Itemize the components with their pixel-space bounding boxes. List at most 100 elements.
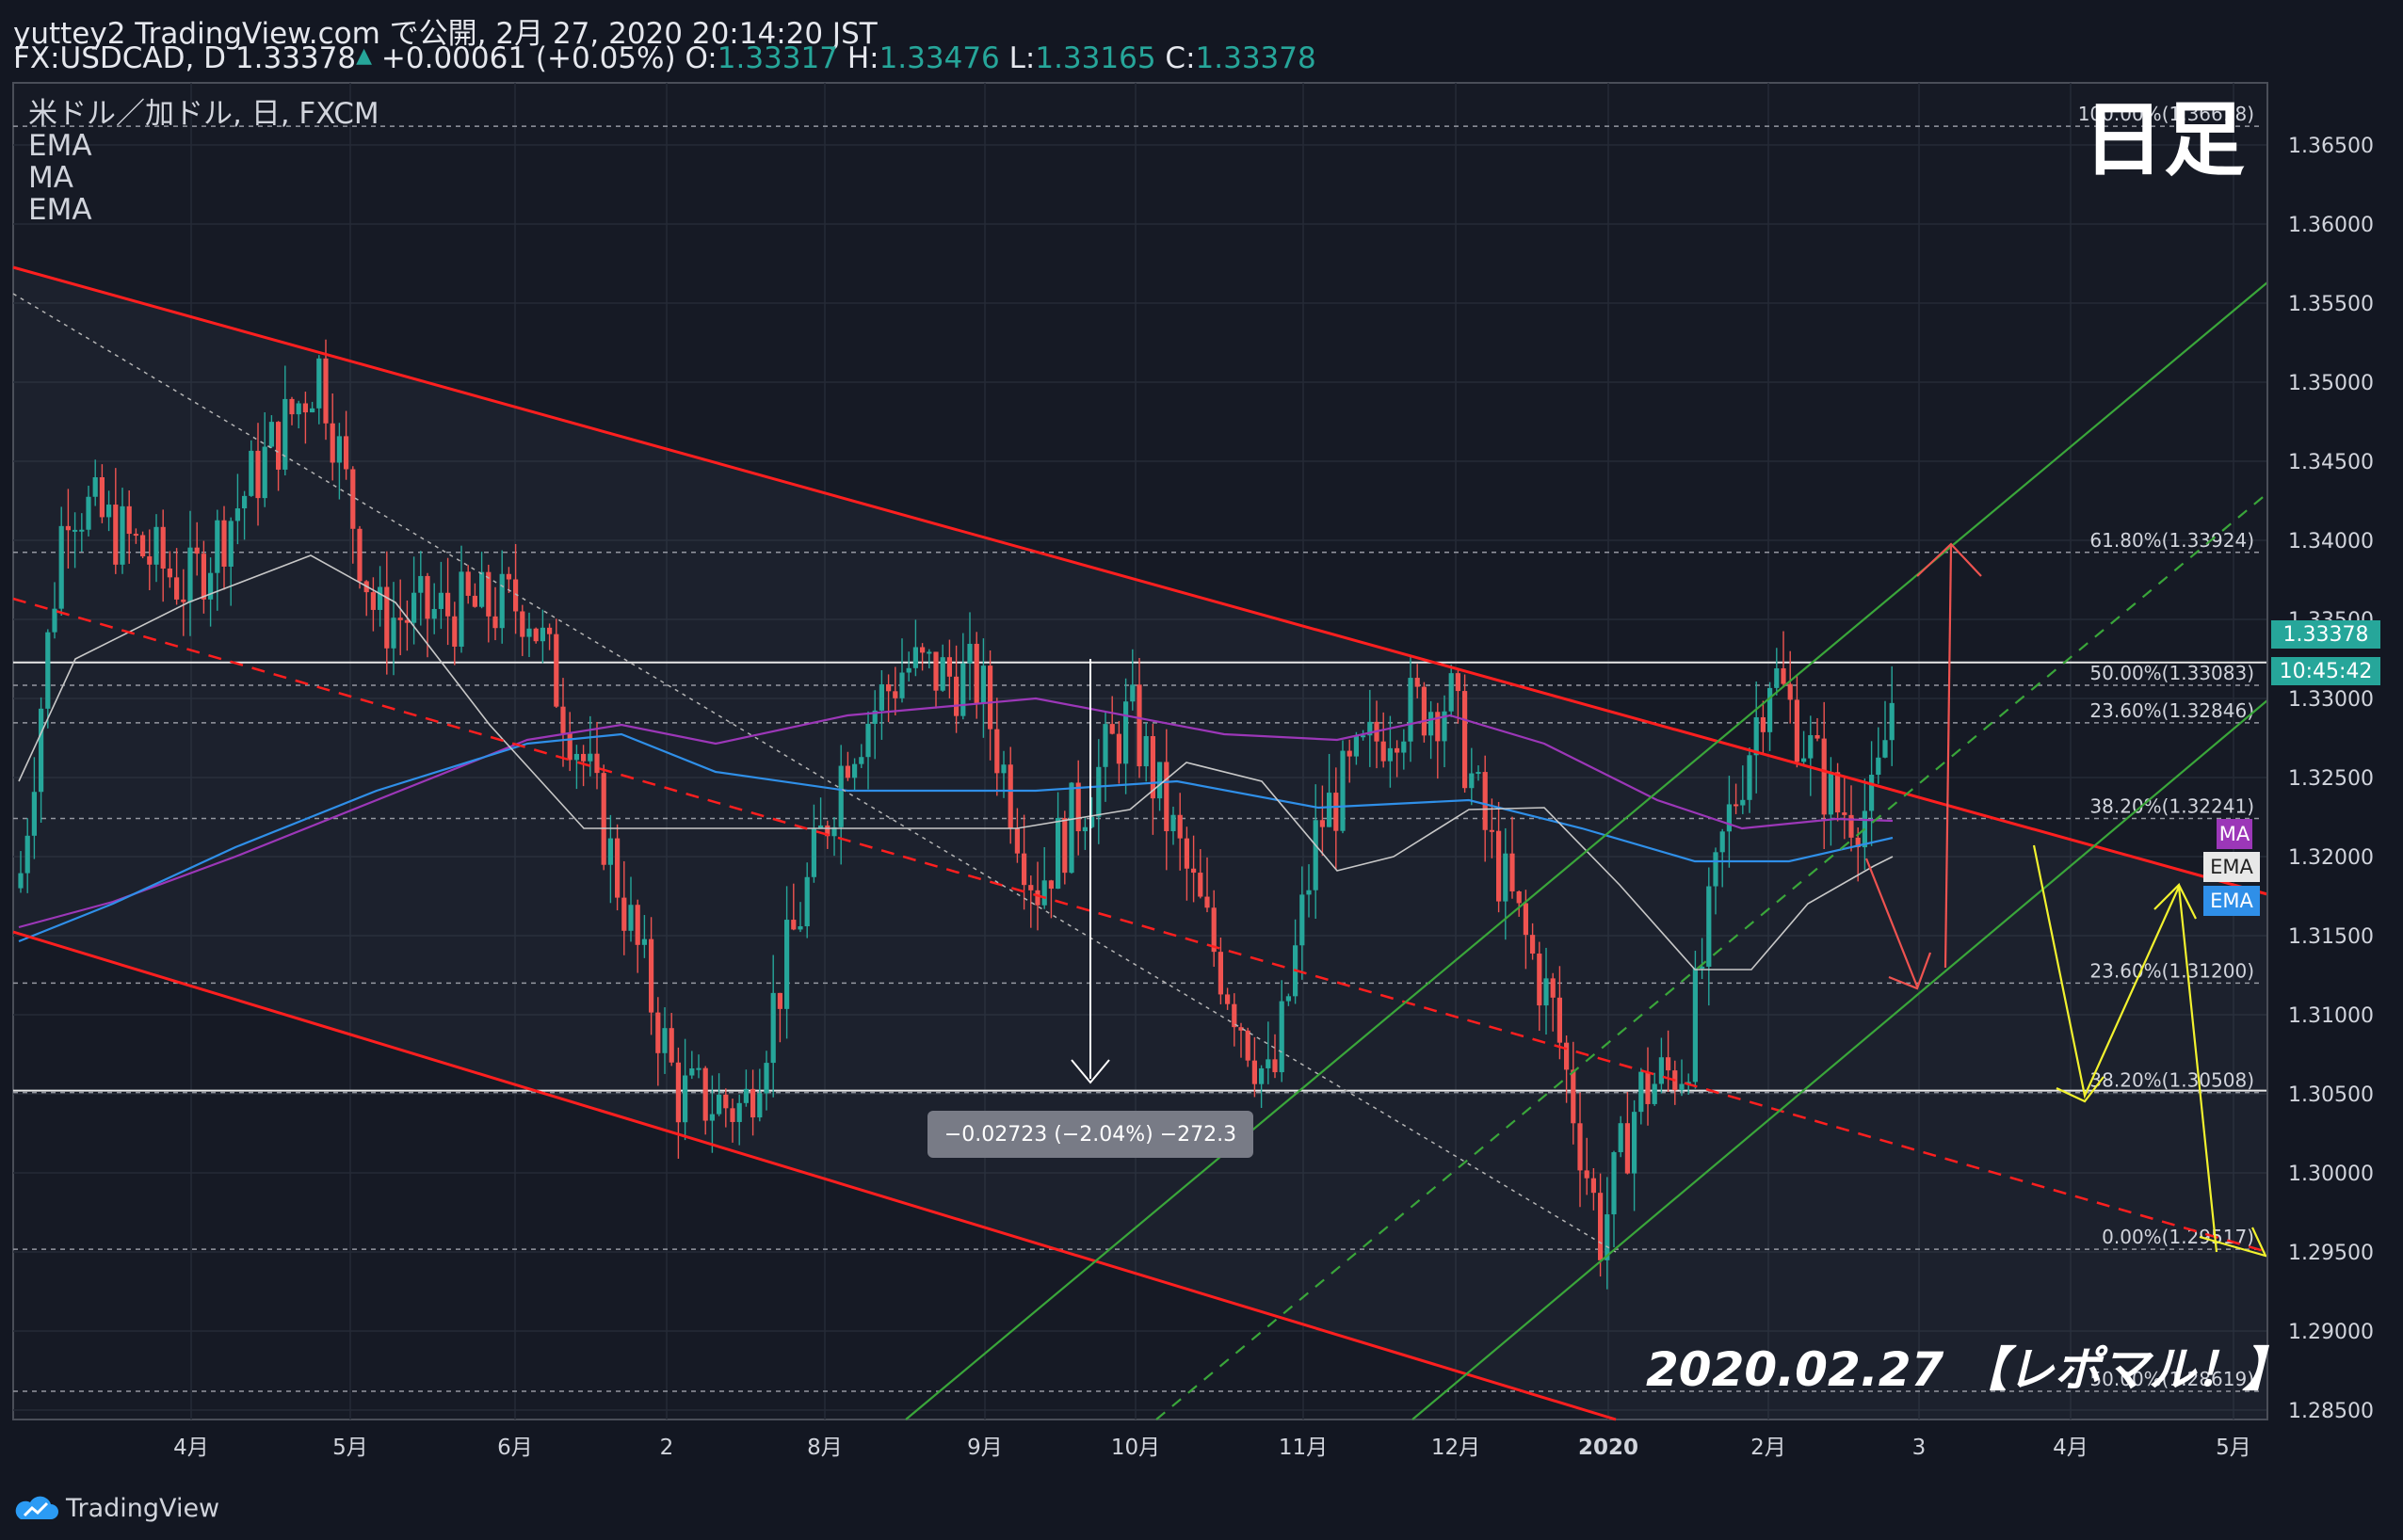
candle-body [994, 729, 1000, 774]
candle-body [1645, 1071, 1651, 1104]
candle-body [1075, 782, 1081, 832]
candle-body [1048, 880, 1054, 890]
fib-level-label: 100.00%(1.36618) [2078, 103, 2254, 125]
time-tick-label: 8月 [807, 1436, 843, 1460]
candle-body [906, 667, 911, 673]
ma-price-tag: MA [2217, 819, 2252, 849]
candle-body [717, 1094, 722, 1115]
candle-body [221, 520, 227, 567]
candle-body [438, 592, 444, 609]
candle-body [79, 529, 85, 532]
legend-ema-slow[interactable]: EMA [28, 193, 92, 227]
candle-body [1726, 804, 1732, 832]
candle-body [344, 436, 349, 470]
candle-body [1191, 868, 1197, 874]
candle-body [831, 826, 837, 837]
legend-ma[interactable]: MA [28, 161, 73, 195]
candle-body [526, 628, 532, 637]
candle-body [1543, 978, 1549, 1006]
candle-body [1760, 716, 1766, 732]
candle-body [1821, 738, 1827, 815]
candle-body [621, 897, 627, 931]
candle-body [1259, 1067, 1265, 1084]
candle-body [1395, 747, 1400, 753]
candle-body [927, 651, 932, 654]
candle-body [1611, 1152, 1617, 1215]
candle-body [506, 573, 511, 580]
time-tick-label: 6月 [497, 1436, 533, 1460]
candle-body [99, 477, 105, 518]
candle-body [798, 926, 803, 930]
candle-body [520, 611, 525, 637]
candle-body [1035, 890, 1040, 906]
candle-body [1143, 736, 1149, 767]
price-tick-label: 1.36000 [2288, 214, 2374, 237]
candle-body [1218, 952, 1223, 995]
candle-body [1306, 890, 1312, 895]
candle-body [1022, 853, 1027, 886]
candle-body [573, 753, 579, 761]
candle-body [1734, 804, 1739, 807]
candle-body [1509, 853, 1515, 891]
candle-body [92, 477, 98, 497]
ema-fast-line [18, 554, 1894, 971]
candle-body [588, 753, 593, 762]
candle-body [1692, 968, 1698, 1083]
candle-body [1808, 734, 1814, 759]
candle-body [1685, 1082, 1691, 1084]
fib-level-label: 23.60%(1.31200) [2089, 959, 2254, 982]
forecast-red-up [1943, 545, 1953, 969]
candle-body [607, 838, 613, 865]
candle-body [1556, 997, 1562, 1043]
candle-body [560, 706, 566, 733]
fib-level-label: 38.20%(1.30508) [2089, 1069, 2254, 1092]
candle-body [723, 1094, 729, 1109]
candle-body [181, 599, 186, 602]
open-value: 1.33317 [717, 41, 838, 75]
candle-body [1489, 829, 1494, 832]
legend-ema-fast[interactable]: EMA [28, 129, 92, 163]
candle-body [215, 520, 220, 573]
candle-body [289, 398, 295, 415]
candle-body [655, 1012, 661, 1053]
candle-body [1056, 818, 1061, 890]
candle-body [1164, 762, 1169, 832]
candle-body [1184, 838, 1189, 869]
candle-body [581, 753, 587, 762]
candle-body [302, 403, 308, 413]
candle-body [1272, 1059, 1278, 1073]
fib-level-label: 61.80%(1.33924) [2089, 529, 2254, 552]
series-title[interactable]: 米ドル／加ドル, 日, FXCM [28, 97, 379, 131]
price-axis[interactable]: 1.36500 1.36000 1.35500 1.35000 1.34500 1.340… [2266, 83, 2374, 1423]
candle-body [86, 496, 91, 530]
candle-body [1666, 1057, 1671, 1071]
candle-body [1028, 885, 1034, 890]
candle-body [1706, 886, 1712, 967]
minor-trend-line [12, 293, 1617, 1253]
candle-body [1198, 873, 1203, 897]
candle-body [1082, 826, 1088, 832]
candle-body [1333, 793, 1339, 831]
candle-body [702, 1067, 708, 1121]
price-tick-label: 1.31500 [2288, 925, 2374, 949]
candle-body [1014, 828, 1020, 854]
tradingview-brand[interactable]: TradingView [13, 1489, 219, 1527]
candle-body [513, 579, 519, 612]
candle-body [336, 436, 342, 463]
candle-body [940, 657, 945, 691]
time-tick-label: 4月 [173, 1436, 209, 1460]
candle-body [988, 666, 993, 730]
candle-body [893, 691, 898, 698]
forecast-red-up-head [1916, 542, 1982, 577]
candle-body [479, 571, 485, 607]
candle-body [804, 876, 810, 927]
candle-body [825, 825, 831, 837]
grid [13, 83, 2267, 1420]
time-axis[interactable]: 4月 5月 6月 2 8月 9月 10月 11月 12月 2020 2月 3 4月 5月 [173, 1436, 2251, 1460]
indicator-legend[interactable]: 米ドル／加ドル, 日, FXCM EMA MA EMA [28, 98, 379, 226]
candle-body [920, 647, 926, 653]
candlesticks [18, 339, 1895, 1290]
last-price-tag: 1.33378 [2271, 620, 2380, 649]
channel-lower-line [12, 930, 1617, 1421]
